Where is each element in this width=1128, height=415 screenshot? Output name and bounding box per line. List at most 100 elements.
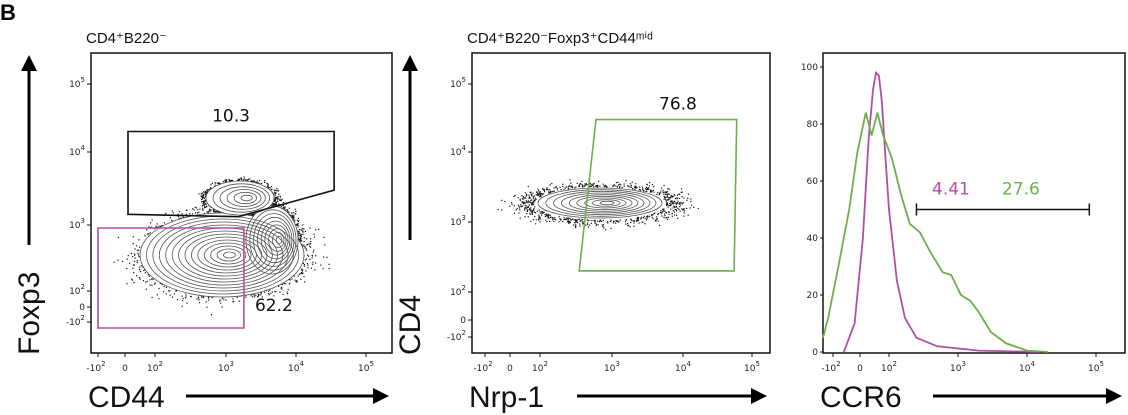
event-dot — [526, 213, 528, 215]
event-dot — [303, 244, 305, 246]
event-dot — [246, 179, 248, 181]
event-dot — [569, 217, 571, 219]
tick-base: 10 — [358, 364, 370, 374]
event-dot — [607, 222, 609, 224]
event-dot — [567, 188, 569, 190]
event-dot — [514, 194, 516, 197]
event-dot — [179, 211, 181, 213]
event-dot — [529, 209, 532, 211]
event-dot — [523, 201, 525, 203]
event-dot — [677, 194, 679, 196]
event-dot — [271, 291, 273, 293]
event-dot — [311, 254, 313, 256]
event-dot — [504, 200, 506, 203]
event-dot — [202, 207, 204, 209]
x-axis-arrow-head — [751, 388, 767, 404]
event-dot — [267, 184, 269, 186]
gate-percentage: 62.2 — [255, 296, 293, 316]
event-dot — [528, 196, 530, 198]
event-dot — [645, 186, 648, 189]
y-tick-label: 102 — [450, 284, 466, 298]
event-dot — [284, 207, 286, 209]
panel-letter: B — [0, 0, 16, 25]
event-dot — [274, 200, 276, 202]
event-dot — [237, 178, 239, 181]
event-dot — [668, 196, 670, 199]
event-dot — [203, 200, 205, 202]
event-dot — [519, 209, 521, 211]
event-dot — [282, 293, 284, 295]
event-dot — [300, 235, 302, 237]
event-dot — [599, 220, 601, 222]
event-dot — [541, 214, 543, 216]
event-dot — [306, 263, 308, 265]
density-contour — [272, 231, 285, 248]
event-dot — [536, 191, 538, 193]
event-dot — [295, 213, 297, 215]
event-dot — [666, 196, 668, 198]
event-dot — [169, 290, 171, 292]
event-dot — [537, 193, 539, 195]
event-dot — [195, 207, 197, 209]
event-dot — [681, 208, 683, 210]
event-dot — [551, 191, 554, 193]
event-dot — [294, 219, 296, 221]
event-dot — [663, 210, 665, 212]
event-dot — [524, 208, 526, 210]
event-dot — [666, 199, 668, 201]
event-dot — [211, 182, 213, 184]
event-dot — [531, 211, 533, 213]
event-dot — [132, 236, 134, 238]
event-dot — [169, 294, 171, 296]
event-dot — [575, 221, 577, 223]
event-dot — [195, 212, 197, 214]
event-dot — [628, 224, 630, 226]
event-dot — [136, 249, 139, 251]
event-dot — [581, 219, 583, 221]
event-dot — [662, 189, 664, 191]
event-dot — [540, 195, 542, 197]
event-dot — [540, 212, 542, 214]
event-dot — [668, 211, 670, 213]
event-dot — [529, 213, 531, 215]
event-dot — [299, 239, 301, 241]
event-dot — [198, 211, 200, 213]
event-dot — [138, 249, 140, 251]
event-dot — [638, 186, 641, 188]
event-dot — [300, 229, 302, 231]
event-dot — [679, 210, 681, 212]
event-dot — [664, 197, 666, 199]
event-dot — [307, 264, 309, 266]
event-dot — [208, 210, 210, 212]
tick-base: 10 — [69, 80, 81, 90]
y-tick-label: 103 — [69, 217, 85, 231]
event-dot — [276, 197, 278, 199]
event-dot — [653, 186, 655, 188]
event-dot — [683, 210, 685, 212]
event-dot — [527, 206, 530, 208]
event-dot — [297, 226, 299, 228]
event-dot — [533, 201, 535, 203]
event-dot — [167, 290, 170, 292]
event-dot — [165, 293, 167, 295]
event-dot — [618, 221, 620, 223]
tick-exponent: 2 — [101, 360, 105, 368]
event-dot — [564, 187, 566, 189]
event-dot — [182, 216, 184, 218]
event-dot — [276, 187, 278, 190]
event-dot — [241, 179, 243, 181]
tick-exponent: 5 — [369, 360, 373, 368]
event-dot — [642, 221, 644, 223]
event-dot — [668, 199, 670, 201]
event-dot — [543, 211, 545, 213]
event-dot — [579, 220, 581, 222]
event-dot — [274, 204, 277, 206]
event-dot — [302, 272, 304, 274]
tick-exponent: 5 — [1099, 360, 1103, 368]
event-dot — [588, 219, 590, 222]
event-dot — [533, 203, 535, 206]
event-dot — [260, 182, 263, 185]
event-dot — [644, 217, 646, 219]
event-dot — [206, 206, 208, 208]
